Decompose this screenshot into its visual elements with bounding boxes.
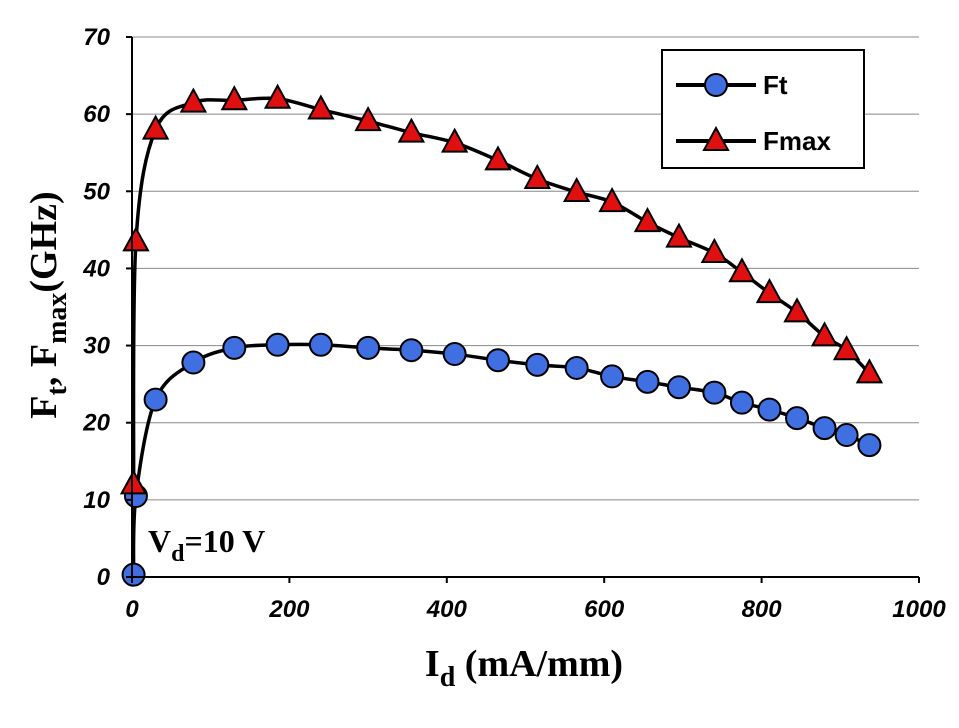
y-tick-label: 20 <box>82 410 110 437</box>
data-point-ft <box>485 348 510 373</box>
data-point-ft <box>356 335 381 360</box>
x-tick-label: 800 <box>742 596 783 623</box>
data-point-fmax <box>832 335 861 361</box>
y-tick-label: 0 <box>97 564 111 591</box>
data-point-ft <box>525 352 550 377</box>
data-point-ft <box>785 406 810 431</box>
data-point-ft <box>181 350 206 375</box>
condition-annotation: Vd=10 V <box>148 523 265 567</box>
axes <box>126 36 920 583</box>
x-tick-label: 1000 <box>892 596 946 623</box>
y-tick-label: 50 <box>83 178 110 205</box>
data-point-ft <box>442 342 467 367</box>
data-point-fmax <box>220 85 248 111</box>
data-point-ft <box>222 335 247 360</box>
y-axis-label: Ft, Fmax(GHz) <box>23 191 73 418</box>
data-point-fmax <box>484 145 512 171</box>
data-point-ft <box>399 338 424 363</box>
data-point-fmax <box>633 207 662 233</box>
y-tick-label: 70 <box>83 24 110 51</box>
data-point-fmax <box>179 87 208 113</box>
series-layer <box>119 83 884 587</box>
data-point-fmax <box>122 226 150 252</box>
data-point-fmax <box>728 257 756 283</box>
data-point-fmax <box>783 297 811 323</box>
data-point-fmax <box>665 222 693 248</box>
data-point-fmax <box>598 186 626 213</box>
data-point-ft <box>121 562 146 587</box>
legend-marker-ft <box>704 73 728 97</box>
data-point-fmax <box>855 358 884 384</box>
x-axis-label: Id (mA/mm) <box>425 643 623 693</box>
data-point-ft <box>635 369 660 394</box>
data-point-ft <box>666 375 691 400</box>
legend: Ft Fmax <box>661 49 865 169</box>
data-point-fmax <box>700 237 729 263</box>
data-point-fmax <box>119 469 148 495</box>
data-point-fmax <box>440 127 469 153</box>
legend-box <box>661 49 865 169</box>
y-tick-label: 30 <box>83 333 110 360</box>
data-point-ft <box>834 423 859 448</box>
data-point-ft <box>308 332 333 357</box>
data-point-fmax <box>354 105 382 132</box>
data-point-ft <box>857 433 882 458</box>
y-tick-label: 10 <box>83 487 110 514</box>
y-tick-label: 60 <box>83 101 110 128</box>
data-point-ft <box>812 416 837 441</box>
x-tick-label: 0 <box>125 596 139 623</box>
x-tick-label: 200 <box>268 596 310 623</box>
data-point-ft <box>265 332 290 357</box>
data-point-fmax <box>755 278 784 304</box>
data-point-ft <box>143 387 168 412</box>
data-point-ft <box>564 355 589 380</box>
data-point-fmax <box>307 94 335 120</box>
legend-label-ft: Ft <box>763 70 788 100</box>
x-tick-label: 600 <box>584 596 625 623</box>
data-point-fmax <box>263 83 292 109</box>
data-point-fmax <box>397 117 426 143</box>
data-point-fmax <box>523 163 551 189</box>
data-point-fmax <box>141 114 170 140</box>
data-point-fmax <box>810 321 839 347</box>
legend-marker-fmax <box>702 125 730 151</box>
y-tick-label: 40 <box>82 255 110 282</box>
data-point-fmax <box>562 176 591 203</box>
data-point-ft <box>702 380 727 405</box>
tick-labels: 0 10 20 30 40 50 60 70 0 200 400 600 800 1000 <box>82 24 946 623</box>
legend-label-fmax: Fmax <box>763 126 831 156</box>
data-point-ft <box>600 364 625 389</box>
x-tick-label: 400 <box>426 596 468 623</box>
data-point-ft <box>757 397 782 422</box>
data-point-ft <box>729 390 754 415</box>
